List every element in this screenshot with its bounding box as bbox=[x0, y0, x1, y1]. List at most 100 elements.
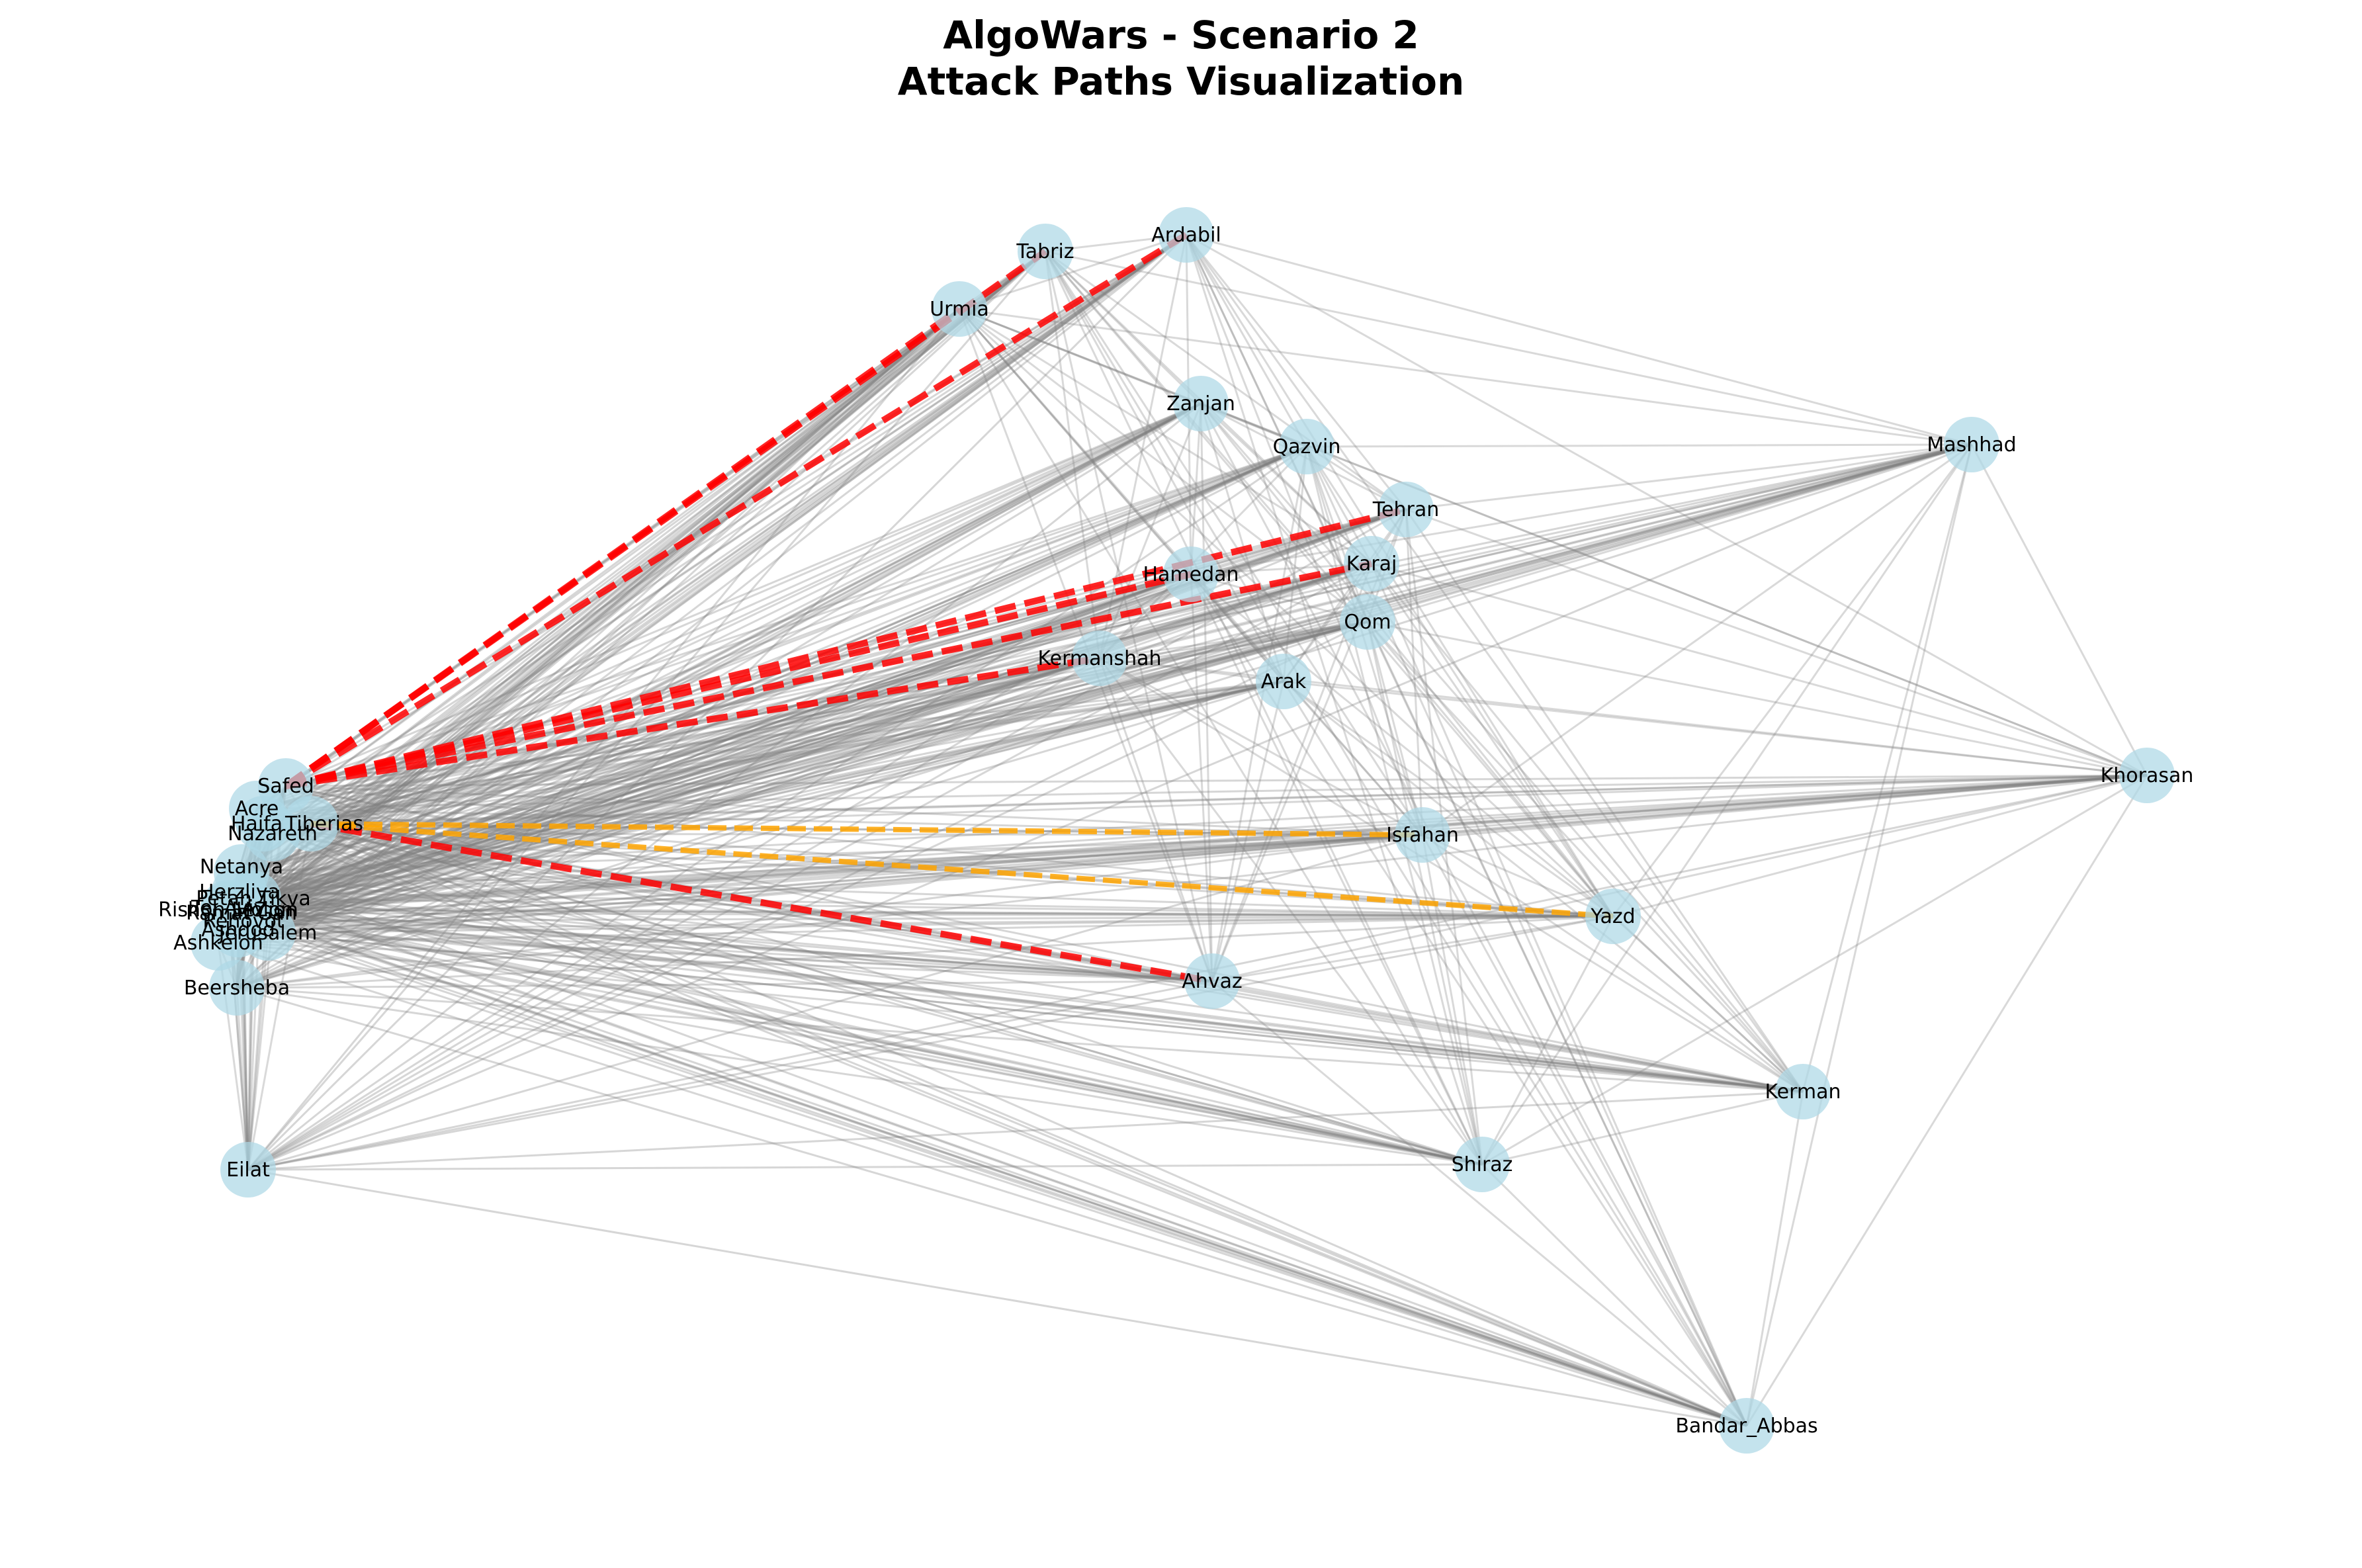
edge-264 bbox=[238, 928, 1483, 1166]
node-nazareth[interactable] bbox=[245, 806, 300, 861]
edge-154 bbox=[228, 308, 960, 909]
edge-448 bbox=[1098, 658, 1213, 982]
node-qazvin[interactable] bbox=[1279, 419, 1334, 474]
edge-238 bbox=[243, 657, 1100, 922]
node-yazd[interactable] bbox=[1585, 889, 1641, 944]
edge-263 bbox=[238, 928, 1804, 1093]
edge-92 bbox=[272, 832, 1804, 1093]
edge-392 bbox=[1306, 443, 1972, 448]
edge-293 bbox=[218, 573, 1192, 944]
node-arak[interactable] bbox=[1256, 654, 1311, 709]
edge-438 bbox=[1099, 621, 1368, 660]
edge-186 bbox=[241, 912, 1213, 982]
edge-155 bbox=[228, 402, 1202, 909]
node-jerusalem[interactable] bbox=[240, 905, 296, 961]
edge-141 bbox=[253, 573, 1192, 900]
edge-292 bbox=[218, 562, 1372, 944]
edge-31 bbox=[256, 774, 2148, 810]
node-ardabil[interactable] bbox=[1159, 207, 1214, 263]
edge-28 bbox=[256, 621, 1368, 810]
node-label: Tabriz bbox=[1016, 240, 1074, 263]
edge-140 bbox=[253, 562, 1372, 900]
edge-69 bbox=[310, 774, 2148, 825]
edge-312 bbox=[236, 573, 1192, 989]
node-qom[interactable] bbox=[1340, 594, 1395, 650]
edge-445 bbox=[1099, 657, 1284, 683]
edge-422 bbox=[1190, 562, 1372, 576]
edge-303 bbox=[218, 941, 1747, 1427]
edge-301 bbox=[218, 941, 1804, 1093]
edge-359 bbox=[1185, 234, 1407, 510]
edge-237 bbox=[243, 621, 1368, 922]
node-beersheba[interactable] bbox=[209, 960, 265, 1016]
edge-147 bbox=[253, 897, 1614, 918]
node-mashhad[interactable] bbox=[1944, 417, 1999, 472]
edge-178 bbox=[241, 562, 1372, 914]
edge-372 bbox=[959, 308, 1372, 565]
edge-112 bbox=[241, 871, 1483, 1166]
edge-397 bbox=[1282, 446, 1308, 682]
edge-67 bbox=[310, 657, 1100, 825]
edge-410 bbox=[1802, 444, 1973, 1092]
node-karaj[interactable] bbox=[1344, 536, 1399, 591]
attack-path-Safed-Hamedan bbox=[284, 571, 1192, 789]
edge-222 bbox=[228, 834, 1423, 911]
edge-221 bbox=[228, 774, 2148, 911]
node-zanjan[interactable] bbox=[1173, 376, 1229, 431]
edge-288 bbox=[218, 402, 1202, 944]
edge-56 bbox=[263, 822, 1747, 1427]
edge-284 bbox=[267, 932, 1747, 1427]
edge-85 bbox=[272, 621, 1368, 835]
edge-4 bbox=[285, 445, 1307, 787]
edge-241 bbox=[243, 834, 1423, 922]
edge-58 bbox=[310, 234, 1187, 825]
edge-168 bbox=[228, 906, 1804, 1093]
title-line-2: Attack Paths Visualization bbox=[897, 59, 1465, 104]
edge-96 bbox=[241, 234, 1187, 873]
node-tehran[interactable] bbox=[1378, 482, 1434, 537]
node-label: Khorasan bbox=[2101, 764, 2194, 787]
node-label: Tel Aviv bbox=[191, 896, 265, 920]
edge-161 bbox=[228, 621, 1368, 909]
node-bandar_abbas[interactable] bbox=[1719, 1398, 1774, 1454]
node-shiraz[interactable] bbox=[1454, 1137, 1510, 1192]
edge-437 bbox=[1190, 574, 1748, 1426]
edge-layer bbox=[217, 234, 2148, 1427]
edge-294 bbox=[218, 621, 1368, 944]
edge-61 bbox=[310, 445, 1307, 825]
edge-258 bbox=[238, 680, 1284, 931]
edge-170 bbox=[228, 906, 1747, 1427]
edge-13 bbox=[285, 785, 1423, 836]
edge-404 bbox=[1190, 443, 1972, 576]
edge-388 bbox=[1200, 403, 1614, 917]
edge-356 bbox=[959, 234, 1187, 310]
edge-390 bbox=[1200, 403, 1804, 1092]
node-urmia[interactable] bbox=[932, 281, 987, 337]
edge-172 bbox=[241, 234, 1187, 914]
edge-278 bbox=[267, 774, 2148, 934]
node-tabriz[interactable] bbox=[1018, 224, 1073, 279]
edge-187 bbox=[241, 912, 1804, 1093]
edge-239 bbox=[243, 680, 1284, 922]
edge-240 bbox=[243, 774, 2148, 922]
node-hamedan[interactable] bbox=[1163, 546, 1219, 602]
node-ashkelon[interactable] bbox=[191, 915, 246, 971]
node-kerman[interactable] bbox=[1775, 1064, 1831, 1119]
edge-153 bbox=[228, 234, 1187, 909]
edge-207 bbox=[251, 908, 1483, 1166]
edge-334 bbox=[247, 680, 1284, 1171]
node-label: Rehovot bbox=[202, 910, 284, 933]
edge-384 bbox=[1190, 403, 1202, 575]
node-isfahan[interactable] bbox=[1395, 807, 1450, 863]
node-eilat[interactable] bbox=[220, 1142, 276, 1198]
node-kermanshah[interactable] bbox=[1072, 631, 1127, 686]
edge-321 bbox=[236, 986, 1483, 1166]
edge-77 bbox=[272, 234, 1187, 835]
node-label: Herzliya bbox=[199, 881, 280, 904]
node-ahvaz[interactable] bbox=[1184, 953, 1240, 1009]
node-khorasan[interactable] bbox=[2119, 748, 2175, 803]
edge-329 bbox=[247, 508, 1407, 1171]
edge-326 bbox=[247, 402, 1202, 1171]
edge-302 bbox=[218, 941, 1483, 1166]
edge-352 bbox=[1044, 251, 1614, 917]
